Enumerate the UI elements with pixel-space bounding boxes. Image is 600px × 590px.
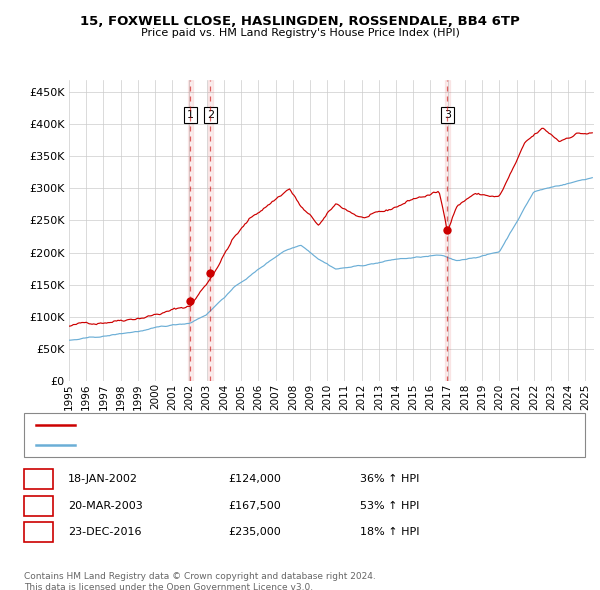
Text: £167,500: £167,500 xyxy=(228,501,281,510)
Text: 3: 3 xyxy=(444,110,451,120)
Text: 1: 1 xyxy=(187,110,194,120)
Text: 15, FOXWELL CLOSE, HASLINGDEN, ROSSENDALE, BB4 6TP: 15, FOXWELL CLOSE, HASLINGDEN, ROSSENDAL… xyxy=(80,15,520,28)
Text: 23-DEC-2016: 23-DEC-2016 xyxy=(68,527,142,537)
Text: £235,000: £235,000 xyxy=(228,527,281,537)
Bar xyxy=(188,80,193,381)
Text: 18-JAN-2002: 18-JAN-2002 xyxy=(68,474,138,484)
Bar xyxy=(445,80,450,381)
Text: 18% ↑ HPI: 18% ↑ HPI xyxy=(360,527,419,537)
Text: 1: 1 xyxy=(34,473,43,486)
Text: HPI: Average price, detached house, Rossendale: HPI: Average price, detached house, Ross… xyxy=(81,440,322,450)
Text: Contains HM Land Registry data © Crown copyright and database right 2024.
This d: Contains HM Land Registry data © Crown c… xyxy=(24,572,376,590)
Text: 2: 2 xyxy=(207,110,214,120)
Text: 3: 3 xyxy=(34,526,43,539)
Bar xyxy=(208,80,213,381)
Text: 20-MAR-2003: 20-MAR-2003 xyxy=(68,501,143,510)
Text: £124,000: £124,000 xyxy=(228,474,281,484)
Text: 15, FOXWELL CLOSE, HASLINGDEN, ROSSENDALE, BB4 6TP (detached house): 15, FOXWELL CLOSE, HASLINGDEN, ROSSENDAL… xyxy=(81,420,466,430)
Text: 53% ↑ HPI: 53% ↑ HPI xyxy=(360,501,419,510)
Text: Price paid vs. HM Land Registry's House Price Index (HPI): Price paid vs. HM Land Registry's House … xyxy=(140,28,460,38)
Text: 2: 2 xyxy=(34,499,43,512)
Text: 36% ↑ HPI: 36% ↑ HPI xyxy=(360,474,419,484)
